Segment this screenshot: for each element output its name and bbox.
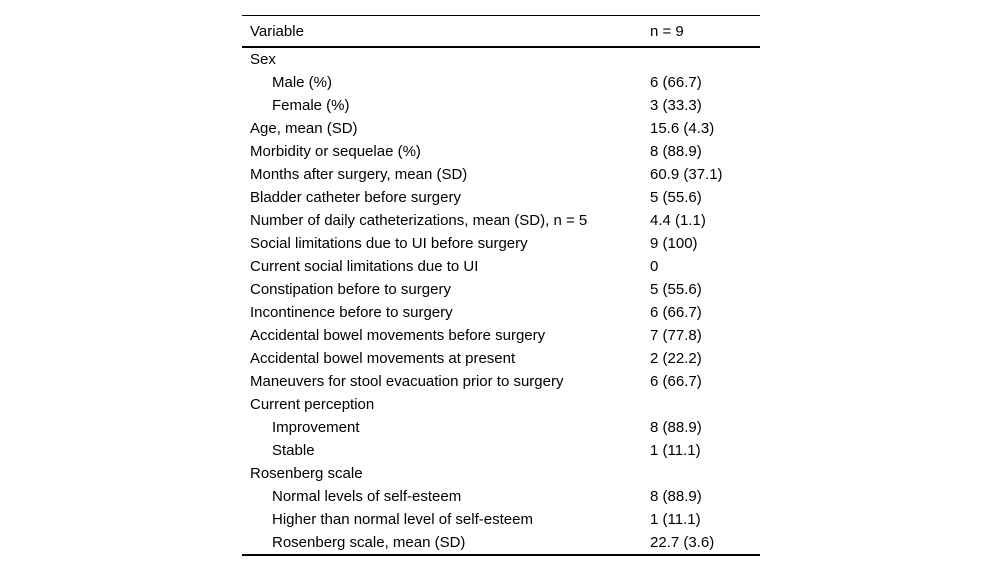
row-value: 8 (88.9) [650, 143, 702, 160]
column-header-variable: Variable [250, 22, 304, 40]
row-value: 4.4 (1.1) [650, 212, 706, 229]
row-value: 6 (66.7) [650, 304, 702, 321]
table-row: Stable 1 (11.1) [242, 439, 760, 462]
table-row: Female (%) 3 (33.3) [242, 94, 760, 117]
row-value: 60.9 (37.1) [650, 166, 723, 183]
table-row: Male (%) 6 (66.7) [242, 71, 760, 94]
row-label: Bladder catheter before surgery [250, 189, 461, 206]
row-label: Improvement [272, 419, 360, 436]
row-label: Incontinence before to surgery [250, 304, 453, 321]
row-label: Months after surgery, mean (SD) [250, 166, 468, 183]
row-value: 5 (55.6) [650, 281, 702, 298]
table-row: Accidental bowel movements at present 2 (… [242, 347, 760, 370]
row-value: 1 (11.1) [650, 511, 701, 528]
row-value: 6 (66.7) [650, 373, 702, 390]
row-label: Sex [250, 51, 276, 68]
table-header-rule [242, 46, 760, 48]
table-row: Morbidity or sequelae (%) 8 (88.9) [242, 140, 760, 163]
table-row: Higher than normal level of self-esteem 1… [242, 508, 760, 531]
table-row: Maneuvers for stool evacuation prior to … [242, 370, 760, 393]
row-label: Maneuvers for stool evacuation prior to … [250, 373, 564, 390]
row-value: 8 (88.9) [650, 488, 702, 505]
table-row: Improvement 8 (88.9) [242, 416, 760, 439]
row-label: Social limitations due to UI before surg… [250, 235, 528, 252]
patient-characteristics-table: Variable n = 9 Sex Male (%) 6 (66.7) Female… [242, 15, 760, 556]
row-label: Accidental bowel movements at present [250, 350, 516, 367]
table-top-rule [242, 15, 760, 16]
table-row: Bladder catheter before surgery 5 (55.6) [242, 186, 760, 209]
table-row: Number of daily catheterizations, mean (… [242, 209, 760, 232]
row-label: Age, mean (SD) [250, 120, 358, 137]
row-value: 22.7 (3.6) [650, 534, 715, 551]
row-value: 9 (100) [650, 235, 698, 252]
row-label: Accidental bowel movements before surger… [250, 327, 546, 344]
row-label: Stable [272, 442, 315, 459]
table-body: Sex Male (%) 6 (66.7) Female (%) 3 (33.3) Age… [242, 48, 760, 554]
row-value: 0 [650, 258, 659, 275]
row-label: Current social limitations due to UI [250, 258, 479, 275]
table-bottom-rule [242, 554, 760, 556]
table-row: Rosenberg scale [242, 462, 760, 485]
table-row: Age, mean (SD) 15.6 (4.3) [242, 117, 760, 140]
table-row: Sex [242, 48, 760, 71]
row-value: 3 (33.3) [650, 97, 702, 114]
row-label: Morbidity or sequelae (%) [250, 143, 421, 160]
row-label: Constipation before to surgery [250, 281, 451, 298]
row-label: Current perception [250, 396, 375, 413]
row-label: Female (%) [272, 97, 350, 114]
row-value: 8 (88.9) [650, 419, 702, 436]
row-label: Male (%) [272, 74, 333, 91]
row-value: 5 (55.6) [650, 189, 702, 206]
column-header-n: n = 9 [650, 22, 684, 40]
row-value: 6 (66.7) [650, 74, 702, 91]
table-row: Rosenberg scale, mean (SD) 22.7 (3.6) [242, 531, 760, 554]
row-label: Number of daily catheterizations, mean (… [250, 212, 588, 229]
row-label: Normal levels of self-esteem [272, 488, 462, 505]
table-row: Accidental bowel movements before surger… [242, 324, 760, 347]
row-value: 7 (77.8) [650, 327, 702, 344]
table-row: Normal levels of self-esteem 8 (88.9) [242, 485, 760, 508]
table-header-row: Variable n = 9 [242, 16, 760, 46]
table-row: Current social limitations due to UI 0 [242, 255, 760, 278]
row-label: Rosenberg scale [250, 465, 363, 482]
row-label: Higher than normal level of self-esteem [272, 511, 533, 528]
table-row: Months after surgery, mean (SD) 60.9 (37.… [242, 163, 760, 186]
row-value: 15.6 (4.3) [650, 120, 715, 137]
row-value: 1 (11.1) [650, 442, 701, 459]
table-row: Current perception [242, 393, 760, 416]
table-row: Incontinence before to surgery 6 (66.7) [242, 301, 760, 324]
row-value: 2 (22.2) [650, 350, 702, 367]
row-label: Rosenberg scale, mean (SD) [272, 534, 466, 551]
table-row: Social limitations due to UI before surg… [242, 232, 760, 255]
table-row: Constipation before to surgery 5 (55.6) [242, 278, 760, 301]
